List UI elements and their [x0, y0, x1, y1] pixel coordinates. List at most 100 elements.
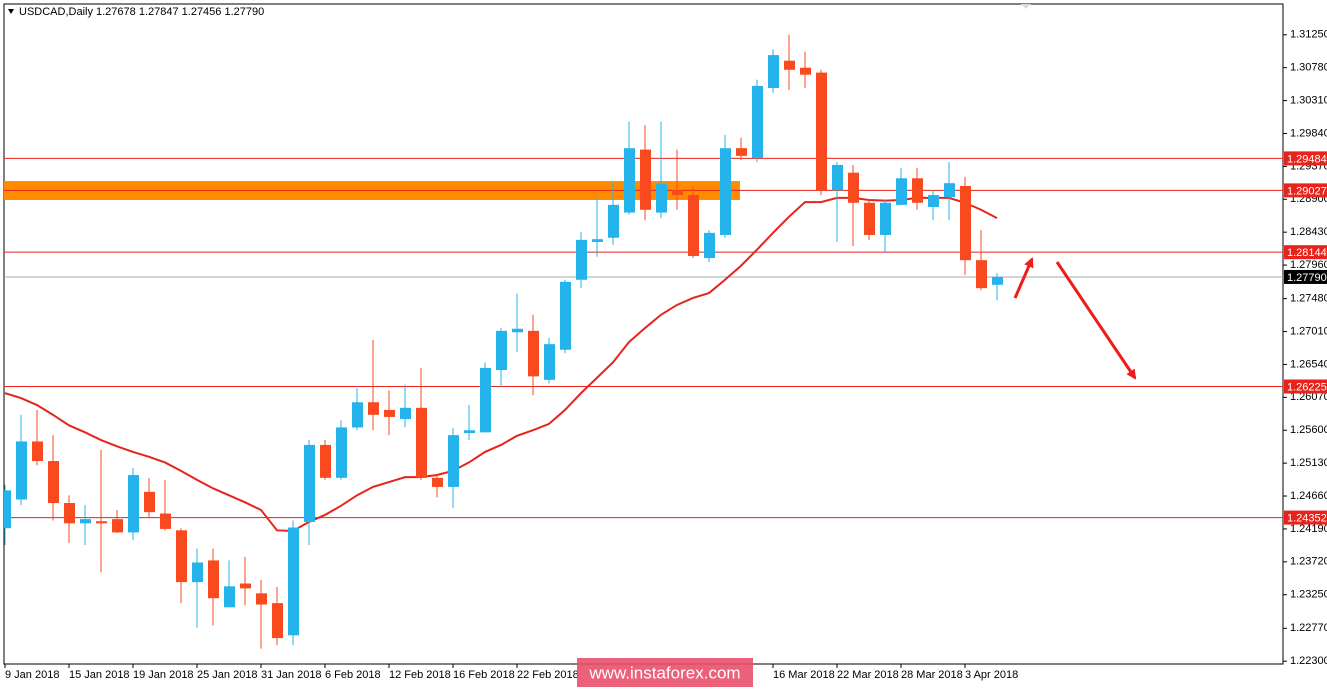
level-label-box — [1284, 269, 1327, 284]
candle-body — [304, 444, 315, 522]
candle-body — [544, 344, 555, 380]
candle-body — [416, 407, 427, 478]
chart-title: USDCAD,Daily 1.27678 1.27847 1.27456 1.2… — [19, 6, 264, 18]
level-label: 1.28144 — [1287, 247, 1327, 259]
price-axis: 1.312501.307801.303101.298401.293701.289… — [1283, 29, 1327, 667]
x-tick-label: 9 Jan 2018 — [5, 669, 59, 681]
candle-body — [160, 513, 171, 529]
candle-body — [208, 560, 219, 599]
plot-area — [4, 34, 1283, 649]
candle-body — [448, 435, 459, 487]
candle-body — [432, 477, 443, 487]
level-label: 1.27790 — [1287, 272, 1327, 284]
candle-body — [144, 491, 155, 513]
candle-body — [896, 178, 907, 205]
candle-body — [528, 330, 539, 377]
candle-body — [864, 202, 875, 235]
y-tick-label: 1.22300 — [1290, 655, 1327, 667]
level-label: 1.24352 — [1287, 512, 1327, 524]
level-label-box — [1284, 245, 1327, 260]
candle-body — [352, 402, 363, 428]
candle-body — [848, 172, 859, 203]
x-tick-label: 12 Feb 2018 — [389, 669, 451, 681]
watermark: www.instaforex.com — [588, 663, 740, 682]
candle-body — [128, 475, 139, 533]
x-tick-label: 15 Jan 2018 — [69, 669, 130, 681]
y-tick-label: 1.25130 — [1290, 457, 1327, 469]
candle-body — [688, 195, 699, 256]
candle-body — [32, 441, 43, 462]
candle-body — [176, 530, 187, 583]
candle-body — [960, 185, 971, 261]
candle-body — [800, 67, 811, 75]
candle-body — [912, 178, 923, 203]
candle-body — [64, 503, 75, 524]
candle-body — [512, 328, 523, 333]
candle-body — [640, 149, 651, 210]
watermark-box — [577, 658, 753, 687]
moving-average — [4, 196, 998, 533]
candle-body — [704, 232, 715, 259]
candle-body — [832, 164, 843, 191]
candle-body — [592, 239, 603, 242]
level-label: 1.29027 — [1287, 185, 1327, 197]
candle-body — [240, 583, 251, 589]
candle-body — [496, 330, 507, 371]
x-tick-label: 22 Mar 2018 — [837, 669, 899, 681]
candle-body — [192, 562, 203, 583]
level-label-box — [1284, 510, 1327, 525]
level-label: 1.29484 — [1287, 153, 1327, 165]
shift-marker — [1021, 4, 1031, 9]
candle-body — [784, 60, 795, 70]
level-label-box — [1284, 151, 1327, 166]
y-tick-label: 1.26070 — [1290, 391, 1327, 403]
y-tick-label: 1.24190 — [1290, 523, 1327, 535]
x-tick-label: 3 Apr 2018 — [965, 669, 1018, 681]
candle-body — [384, 409, 395, 417]
candle-body — [48, 461, 59, 504]
candle-body — [992, 276, 1003, 285]
y-tick-label: 1.29840 — [1290, 127, 1327, 139]
y-tick-label: 1.26540 — [1290, 358, 1327, 370]
level-label-box — [1284, 183, 1327, 198]
x-tick-label: 16 Mar 2018 — [773, 669, 835, 681]
candle-body — [608, 204, 619, 238]
candle-body — [816, 72, 827, 191]
candle-body — [672, 190, 683, 196]
candle-body — [272, 603, 283, 639]
candle-body — [880, 202, 891, 235]
y-tick-label: 1.23250 — [1290, 589, 1327, 601]
arrow-up — [1013, 257, 1034, 299]
x-tick-label: 22 Feb 2018 — [517, 669, 579, 681]
arrow-down — [1055, 261, 1137, 380]
level-label: 1.26225 — [1287, 381, 1327, 393]
y-tick-label: 1.24660 — [1290, 490, 1327, 502]
plot-frame — [3, 3, 1284, 665]
candle-body — [976, 260, 987, 289]
y-tick-label: 1.23720 — [1290, 556, 1327, 568]
candle-body — [736, 148, 747, 156]
candle-body — [624, 148, 635, 213]
x-tick-label: 25 Jan 2018 — [197, 669, 258, 681]
time-axis: 9 Jan 2018 15 Jan 2018 19 Jan 2018 25 Jan 2… — [4, 664, 1018, 681]
candle-body — [16, 441, 27, 500]
candle-body — [256, 593, 267, 605]
candle-body — [480, 367, 491, 433]
candle-body — [320, 444, 331, 478]
candle-body — [4, 490, 11, 529]
candle-body — [400, 407, 411, 420]
menu-triangle — [8, 9, 14, 14]
candle-body — [928, 195, 939, 207]
y-tick-label: 1.28430 — [1290, 226, 1327, 238]
candle-body — [464, 430, 475, 434]
candle-body — [368, 402, 379, 415]
candle-body — [720, 148, 731, 235]
candle-body — [80, 519, 91, 524]
y-tick-label: 1.27010 — [1290, 325, 1327, 337]
y-tick-label: 1.22770 — [1290, 622, 1327, 634]
candle-body — [112, 519, 123, 533]
y-tick-label: 1.31250 — [1290, 29, 1327, 41]
candle-body — [224, 586, 235, 608]
